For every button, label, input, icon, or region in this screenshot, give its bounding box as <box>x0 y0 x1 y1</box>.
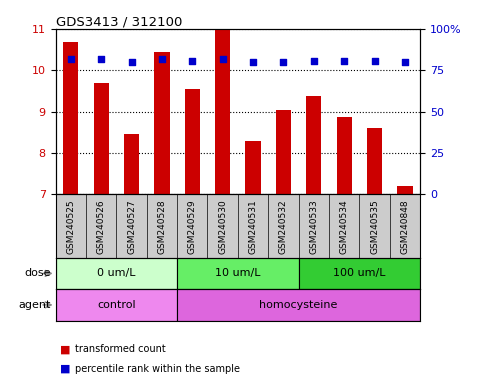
Text: GSM240527: GSM240527 <box>127 199 136 254</box>
Point <box>67 56 74 62</box>
Point <box>401 59 409 65</box>
Text: GDS3413 / 312100: GDS3413 / 312100 <box>56 15 182 28</box>
Bar <box>245 141 261 194</box>
Point <box>188 58 196 64</box>
Bar <box>94 83 109 194</box>
Bar <box>298 258 420 289</box>
Text: GSM240530: GSM240530 <box>218 199 227 254</box>
Bar <box>177 258 298 289</box>
Text: GSM240533: GSM240533 <box>309 199 318 254</box>
Bar <box>367 128 382 194</box>
Bar <box>337 117 352 194</box>
Text: transformed count: transformed count <box>75 344 166 354</box>
Point <box>280 59 287 65</box>
Text: GSM240848: GSM240848 <box>400 199 410 254</box>
Text: GSM240531: GSM240531 <box>249 199 257 254</box>
Text: GSM240528: GSM240528 <box>157 199 167 254</box>
Point <box>249 59 257 65</box>
Text: ■: ■ <box>60 364 71 374</box>
Point <box>219 56 227 62</box>
Text: 0 um/L: 0 um/L <box>97 268 136 278</box>
Text: GSM240525: GSM240525 <box>66 199 75 254</box>
Bar <box>56 258 177 289</box>
Text: GSM240529: GSM240529 <box>188 199 197 254</box>
Point <box>128 59 135 65</box>
Bar <box>63 41 78 194</box>
Bar <box>306 96 322 194</box>
Text: ■: ■ <box>60 344 71 354</box>
Text: dose: dose <box>24 268 51 278</box>
Point <box>371 58 379 64</box>
Text: homocysteine: homocysteine <box>259 300 338 310</box>
Bar <box>177 289 420 321</box>
Point <box>97 56 105 62</box>
Text: 100 um/L: 100 um/L <box>333 268 386 278</box>
Point <box>310 58 318 64</box>
Text: GSM240526: GSM240526 <box>97 199 106 254</box>
Bar <box>276 110 291 194</box>
Bar <box>398 186 412 194</box>
Bar <box>124 134 139 194</box>
Text: GSM240534: GSM240534 <box>340 199 349 254</box>
Bar <box>56 289 177 321</box>
Point <box>158 56 166 62</box>
Text: 10 um/L: 10 um/L <box>215 268 261 278</box>
Bar <box>185 89 200 194</box>
Text: GSM240532: GSM240532 <box>279 199 288 254</box>
Text: control: control <box>97 300 136 310</box>
Point <box>341 58 348 64</box>
Text: agent: agent <box>18 300 51 310</box>
Text: GSM240535: GSM240535 <box>370 199 379 254</box>
Text: percentile rank within the sample: percentile rank within the sample <box>75 364 240 374</box>
Bar <box>215 29 230 194</box>
Bar <box>154 52 170 194</box>
